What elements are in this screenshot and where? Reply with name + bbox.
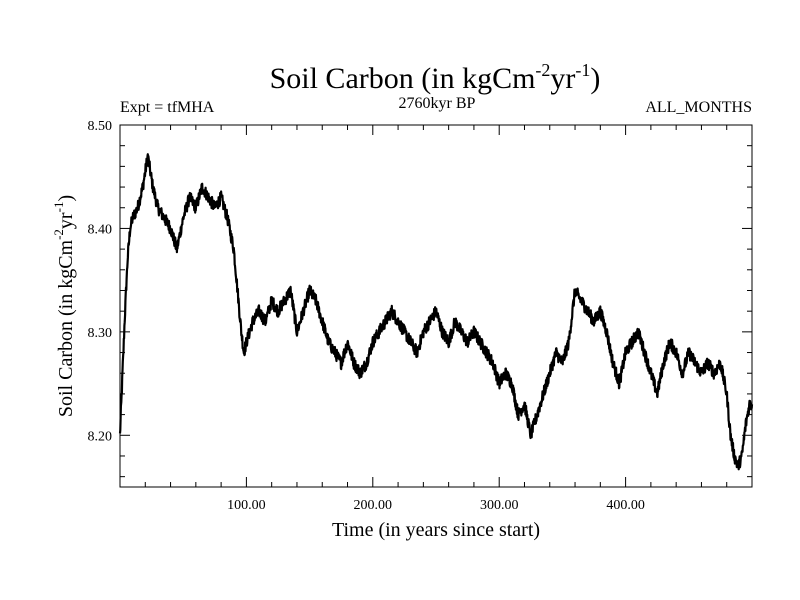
subtitle-experiment: Expt = tfMHA: [120, 99, 215, 116]
chart-title: Soil Carbon (in kgCm-2yr-1): [270, 60, 601, 95]
y-axis-ticks: [120, 124, 752, 478]
y-tick-label: 8.40: [88, 222, 113, 237]
y-tick-label: 8.50: [88, 119, 113, 134]
plot-frame: [119, 124, 753, 488]
series-line-soil-carbon: [118, 153, 754, 471]
y-tick-label: 8.20: [88, 429, 113, 444]
x-tick-label: 200.00: [354, 498, 393, 513]
y-tick-label: 8.30: [88, 326, 113, 341]
x-axis-ticks: [144, 125, 728, 487]
subtitle-period: 2760kyr BP: [399, 95, 476, 112]
x-tick-label: 300.00: [480, 498, 519, 513]
x-tick-label: 400.00: [606, 498, 645, 513]
x-tick-label: 100.00: [227, 498, 266, 513]
x-axis-tick-labels: 100.00 200.00 300.00 400.00: [227, 498, 645, 513]
subtitle-months: ALL_MONTHS: [645, 99, 752, 116]
y-axis-tick-labels: 8.20 8.30 8.40 8.50: [88, 119, 113, 444]
x-axis-label: Time (in years since start): [332, 519, 540, 541]
y-axis-label: Soil Carbon (in kgCm-2yr-1): [51, 195, 77, 417]
